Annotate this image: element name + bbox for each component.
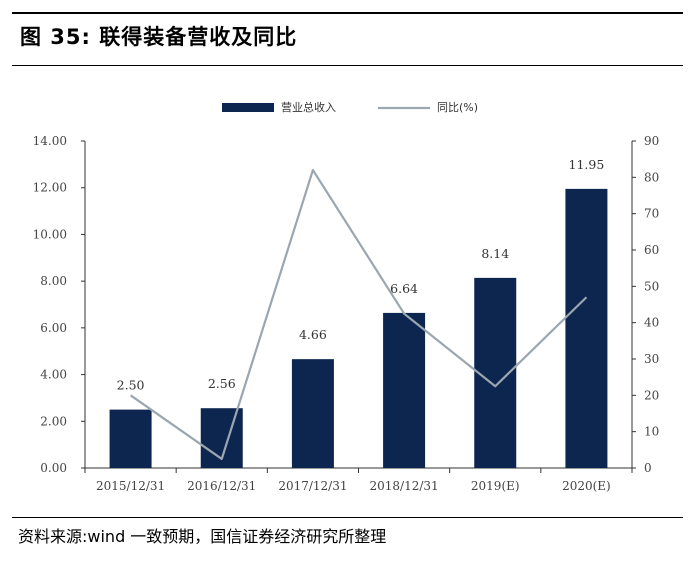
left-tick-label: 12.00 <box>33 181 67 195</box>
yoy-line <box>129 168 588 461</box>
legend: 营业总收入 同比(%) <box>222 100 478 114</box>
bar-data-label: 8.14 <box>481 246 509 261</box>
left-tick-label: 6.00 <box>40 321 67 335</box>
x-tick-label: 2015/12/31 <box>96 479 165 493</box>
left-tick-label: 4.00 <box>40 368 67 382</box>
revenue-bar <box>565 188 608 468</box>
title-rule <box>12 65 683 66</box>
footer-rule <box>12 517 683 518</box>
legend-bar-label: 营业总收入 <box>281 100 336 114</box>
x-tick-label: 2020(E) <box>562 479 611 493</box>
bar-data-label: 2.56 <box>208 376 236 391</box>
bar-data-label: 6.64 <box>390 281 418 296</box>
left-tick-label: 2.00 <box>40 414 67 428</box>
x-tick-label: 2019(E) <box>471 479 520 493</box>
bar-data-label: 4.66 <box>299 327 327 342</box>
right-tick-label: 50 <box>644 279 659 293</box>
right-tick-label: 30 <box>644 352 659 366</box>
right-tick-label: 40 <box>644 316 659 330</box>
revenue-bar <box>109 409 152 468</box>
right-tick-label: 90 <box>644 134 659 148</box>
right-tick-label: 60 <box>644 243 659 257</box>
data-labels: 2.50 2.56 4.66 6.64 8.14 11.95 <box>117 157 605 393</box>
figure-title: 图 35: 联得装备营收及同比 <box>20 25 298 49</box>
revenue-bar <box>383 312 426 468</box>
axes: 0.00 2.00 4.00 6.00 8.00 10.00 12.00 14.00 0 10 20… <box>33 134 660 493</box>
right-tick-label: 0 <box>644 461 652 475</box>
source-note: 资料来源:wind 一致预期，国信证券经济研究所整理 <box>18 527 387 546</box>
bar-data-label: 11.95 <box>569 157 605 172</box>
left-tick-label: 10.00 <box>33 227 67 241</box>
bar-data-label: 2.50 <box>117 378 145 393</box>
right-tick-label: 10 <box>644 425 659 439</box>
revenue-chart: 0.00 2.00 4.00 6.00 8.00 10.00 12.00 14.00 0 10 20… <box>33 100 660 493</box>
x-tick-label: 2018/12/31 <box>369 479 438 493</box>
x-tick-label: 2016/12/31 <box>187 479 256 493</box>
left-tick-label: 0.00 <box>40 461 67 475</box>
right-tick-label: 80 <box>644 170 659 184</box>
top-rule <box>12 12 683 14</box>
left-tick-label: 8.00 <box>40 274 67 288</box>
yoy-line-path <box>129 168 588 461</box>
bars <box>109 188 608 468</box>
right-tick-label: 20 <box>644 388 659 402</box>
revenue-bar <box>291 359 334 468</box>
x-tick-label: 2017/12/31 <box>278 479 347 493</box>
right-tick-label: 70 <box>644 207 659 221</box>
legend-bar-swatch <box>222 103 274 112</box>
left-tick-label: 14.00 <box>33 134 67 148</box>
legend-line-label: 同比(%) <box>437 101 478 114</box>
